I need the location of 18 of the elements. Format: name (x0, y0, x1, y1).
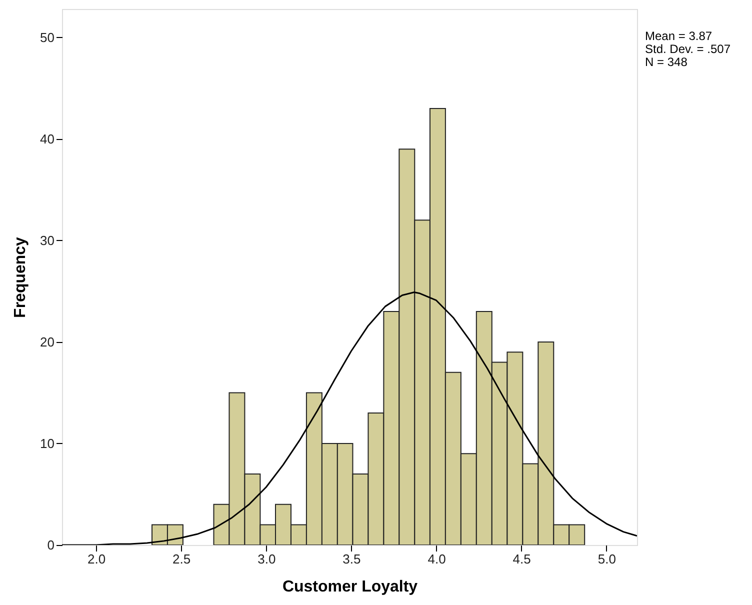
y-tick-label: 50 (40, 30, 54, 45)
y-tick-label: 40 (40, 131, 54, 146)
y-tick-label: 30 (40, 232, 54, 248)
x-axis-title: Customer Loyalty (282, 578, 418, 596)
x-tick-label: 5.0 (598, 552, 616, 566)
text: Mean = 3.87 (645, 29, 712, 43)
x-tick-label: 2.5 (172, 552, 191, 566)
y-tick-label: 0 (47, 538, 54, 552)
y-tick-label: 20 (40, 334, 54, 350)
text: N = 348 (645, 55, 688, 69)
x-tick-label: 3.0 (258, 552, 276, 566)
y-tick-label: 10 (40, 436, 54, 451)
x-tick-label: 4.0 (428, 552, 446, 566)
x-tick-label: 3.5 (342, 552, 361, 566)
text: Std. Dev. = .507 (645, 42, 731, 56)
x-tick-label: 4.5 (512, 552, 531, 566)
y-axis-title: Frequency (12, 236, 30, 318)
x-tick-label: 2.0 (87, 552, 106, 566)
